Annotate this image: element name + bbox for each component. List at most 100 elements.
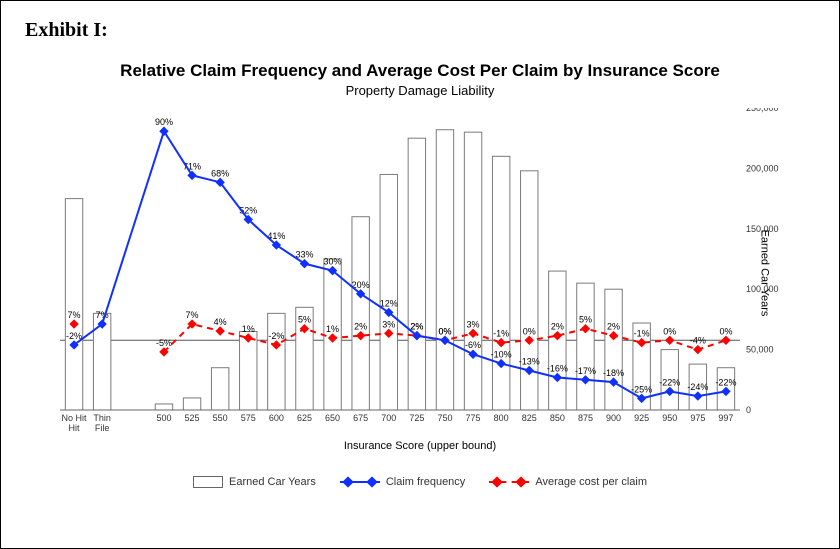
data-label: 2% [607, 322, 620, 332]
legend-swatch-bars [193, 476, 223, 488]
bar [211, 368, 228, 410]
data-label: 7% [186, 310, 199, 320]
bar [492, 157, 509, 411]
data-label: 7% [68, 310, 81, 320]
svg-text:200,000: 200,000 [746, 164, 779, 174]
svg-text:800: 800 [494, 413, 509, 423]
bar [183, 398, 200, 410]
svg-text:775: 775 [466, 413, 481, 423]
y2-axis-label: Earned Car Years [759, 230, 771, 317]
svg-text:625: 625 [297, 413, 312, 423]
svg-text:700: 700 [381, 413, 396, 423]
bar [268, 314, 285, 411]
x-axis-label: Insurance Score (upper bound) [25, 440, 815, 452]
data-label: 1% [326, 324, 339, 334]
data-label: 4% [214, 317, 227, 327]
svg-text:525: 525 [185, 413, 200, 423]
svg-text:675: 675 [353, 413, 368, 423]
data-label: 0% [719, 327, 732, 337]
svg-text:Hit: Hit [69, 423, 80, 433]
svg-text:500: 500 [156, 413, 171, 423]
data-label: -18% [603, 368, 624, 378]
bar [436, 130, 453, 410]
svg-text:850: 850 [550, 413, 565, 423]
data-label: 0% [663, 327, 676, 337]
data-label: -1% [493, 329, 509, 339]
svg-text:925: 925 [634, 413, 649, 423]
data-label: 2% [354, 322, 367, 332]
data-label: 68% [211, 169, 229, 179]
svg-text:250,000: 250,000 [746, 108, 779, 113]
data-label: 2% [551, 322, 564, 332]
data-label: -25% [631, 385, 652, 395]
svg-text:No Hit: No Hit [62, 413, 88, 423]
data-label: -24% [687, 382, 708, 392]
legend-label-claim-freq: Claim frequency [386, 476, 465, 488]
svg-text:950: 950 [662, 413, 677, 423]
data-label: -2% [268, 331, 284, 341]
exhibit-label: Exhibit I: [25, 19, 815, 42]
data-label: 5% [298, 315, 311, 325]
legend-label-avg-cost: Average cost per claim [535, 476, 647, 488]
data-label: -22% [659, 378, 680, 388]
svg-text:900: 900 [606, 413, 621, 423]
data-label: 0% [438, 327, 451, 337]
chart-subtitle: Property Damage Liability [25, 83, 815, 98]
legend-item-claim-freq: Claim frequency [340, 476, 465, 488]
data-label: 30% [324, 257, 342, 267]
legend-swatch-claim-freq [340, 476, 380, 488]
legend: Earned Car Years Claim frequency Average… [25, 476, 815, 488]
data-label: -17% [575, 366, 596, 376]
data-label: 0% [523, 327, 536, 337]
bar [155, 404, 172, 410]
legend-label-bars: Earned Car Years [229, 476, 316, 488]
svg-text:50,000: 50,000 [746, 345, 774, 355]
svg-text:997: 997 [718, 413, 733, 423]
data-label: -5% [156, 338, 172, 348]
data-label: -4% [690, 336, 706, 346]
bar [408, 138, 425, 410]
svg-text:Thin: Thin [93, 413, 111, 423]
legend-item-bars: Earned Car Years [193, 476, 316, 488]
bar [549, 271, 566, 410]
data-label: -13% [519, 357, 540, 367]
data-label: 3% [467, 320, 480, 330]
legend-item-avg-cost: Average cost per claim [489, 476, 647, 488]
svg-text:File: File [95, 423, 110, 433]
bar [65, 199, 82, 410]
chart-svg: 050,000100,000150,000200,000250,000No Hi… [40, 108, 800, 438]
data-label: 2% [410, 322, 423, 332]
svg-text:550: 550 [213, 413, 228, 423]
svg-text:750: 750 [437, 413, 452, 423]
bar [352, 217, 369, 410]
data-label: 5% [579, 315, 592, 325]
data-label: -6% [465, 340, 481, 350]
svg-text:875: 875 [578, 413, 593, 423]
svg-text:825: 825 [522, 413, 537, 423]
data-label: 33% [295, 250, 313, 260]
bar [464, 132, 481, 410]
svg-text:725: 725 [409, 413, 424, 423]
data-label: -16% [547, 364, 568, 374]
bar [605, 289, 622, 410]
bar [380, 175, 397, 411]
svg-text:975: 975 [690, 413, 705, 423]
svg-text:575: 575 [241, 413, 256, 423]
chart-area: 050,000100,000150,000200,000250,000No Hi… [40, 108, 800, 438]
data-label: 3% [382, 320, 395, 330]
data-label: 12% [380, 299, 398, 309]
bar [577, 283, 594, 410]
bar [240, 332, 257, 411]
svg-text:0: 0 [746, 405, 751, 415]
chart-title: Relative Claim Frequency and Average Cos… [25, 60, 815, 81]
data-label: -10% [491, 350, 512, 360]
data-label: 1% [242, 324, 255, 334]
data-label: -22% [715, 378, 736, 388]
series-line [74, 131, 726, 398]
svg-text:600: 600 [269, 413, 284, 423]
svg-text:650: 650 [325, 413, 340, 423]
data-label: -1% [634, 329, 650, 339]
data-label: -2% [66, 331, 82, 341]
data-label: 90% [155, 117, 173, 127]
legend-swatch-avg-cost [489, 476, 529, 488]
